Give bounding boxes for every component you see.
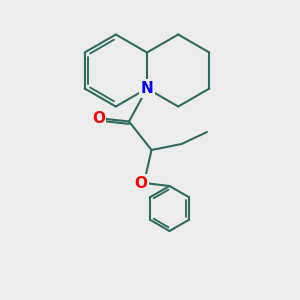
Text: O: O: [92, 111, 105, 126]
Text: O: O: [134, 176, 148, 190]
Text: N: N: [141, 81, 153, 96]
